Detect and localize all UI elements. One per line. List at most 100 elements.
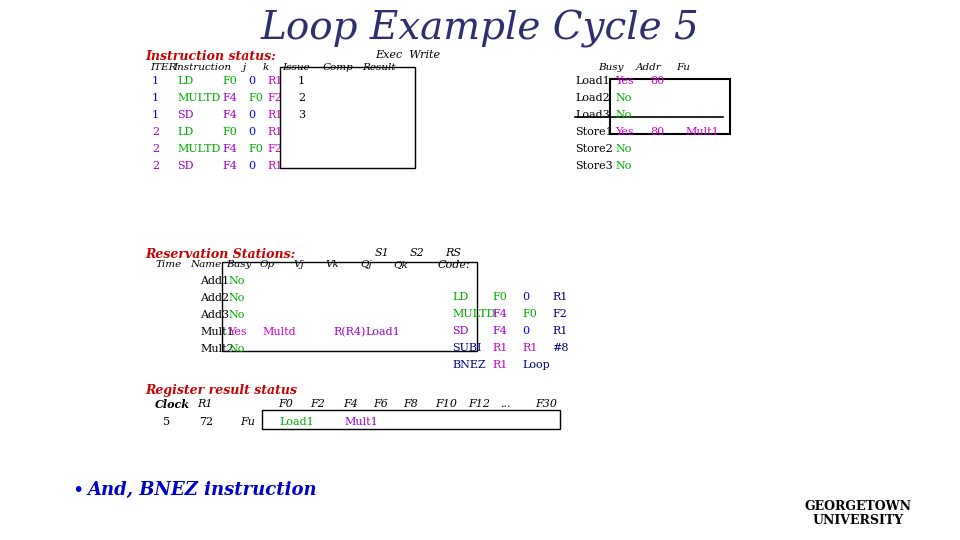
Text: Load3: Load3 <box>575 110 610 120</box>
Text: S2: S2 <box>410 248 424 258</box>
Text: F4: F4 <box>222 144 237 154</box>
Text: Store1: Store1 <box>575 127 612 137</box>
Text: Busy: Busy <box>598 63 623 72</box>
Text: No: No <box>228 293 245 303</box>
Text: F0: F0 <box>522 309 537 319</box>
Text: Loop: Loop <box>522 360 550 370</box>
Text: Fu: Fu <box>240 417 254 427</box>
Text: R1: R1 <box>522 343 538 353</box>
Text: Loop Example Cycle 5: Loop Example Cycle 5 <box>260 10 700 48</box>
Text: R1: R1 <box>492 343 508 353</box>
Text: 1: 1 <box>298 76 305 86</box>
Text: R1: R1 <box>267 127 282 137</box>
Text: And, BNEZ instruction: And, BNEZ instruction <box>87 481 317 499</box>
Text: F0: F0 <box>492 292 507 302</box>
Text: R1: R1 <box>552 326 567 336</box>
Text: 2: 2 <box>152 144 159 154</box>
Text: Issue: Issue <box>282 63 310 72</box>
Text: Mult1: Mult1 <box>685 127 719 137</box>
Bar <box>280 67 415 168</box>
Text: No: No <box>228 310 245 320</box>
Text: k: k <box>263 63 269 72</box>
Text: Store3: Store3 <box>575 161 612 171</box>
Text: Code:: Code: <box>438 260 470 270</box>
Text: Load1: Load1 <box>365 327 399 337</box>
Text: 1: 1 <box>152 76 159 86</box>
Text: Qj: Qj <box>360 260 372 269</box>
Text: MULTD: MULTD <box>177 93 221 103</box>
Text: Op: Op <box>260 260 276 269</box>
Text: No: No <box>228 344 245 354</box>
Text: SUBI: SUBI <box>452 343 482 353</box>
Text: 0: 0 <box>522 326 529 336</box>
Text: F8: F8 <box>403 399 418 409</box>
Text: 0: 0 <box>522 292 529 302</box>
Text: Comp: Comp <box>323 63 353 72</box>
Text: 1: 1 <box>152 110 159 120</box>
Text: SD: SD <box>177 110 194 120</box>
Text: F6: F6 <box>373 399 388 409</box>
Text: F0: F0 <box>248 93 263 103</box>
Text: 2: 2 <box>298 93 305 103</box>
Text: Result: Result <box>362 63 396 72</box>
Text: 80: 80 <box>650 76 664 86</box>
Text: F0: F0 <box>222 76 237 86</box>
Text: 0: 0 <box>248 161 255 171</box>
Text: Yes: Yes <box>615 76 634 86</box>
Text: Instruction status:: Instruction status: <box>145 50 276 63</box>
Text: No: No <box>615 144 632 154</box>
Text: ITER: ITER <box>150 63 177 72</box>
Text: S1: S1 <box>375 248 390 258</box>
Bar <box>610 79 730 134</box>
Text: MULTD: MULTD <box>452 309 495 319</box>
Text: F4: F4 <box>222 161 237 171</box>
Text: R1: R1 <box>267 76 282 86</box>
Text: No: No <box>615 110 632 120</box>
Text: Time: Time <box>155 260 181 269</box>
Text: SD: SD <box>177 161 194 171</box>
Text: RS: RS <box>445 248 461 258</box>
Bar <box>262 410 560 429</box>
Text: F4: F4 <box>492 309 507 319</box>
Text: F0: F0 <box>278 399 293 409</box>
Text: Mult2: Mult2 <box>200 344 233 354</box>
Text: R1: R1 <box>492 360 508 370</box>
Text: Fu: Fu <box>676 63 690 72</box>
Text: Load2: Load2 <box>575 93 610 103</box>
Text: 1: 1 <box>152 93 159 103</box>
Text: Vj: Vj <box>293 260 303 269</box>
Text: SD: SD <box>452 326 468 336</box>
Text: F2: F2 <box>267 144 282 154</box>
Text: Reservation Stations:: Reservation Stations: <box>145 248 296 261</box>
Text: 2: 2 <box>152 127 159 137</box>
Text: F4: F4 <box>222 110 237 120</box>
Text: Clock: Clock <box>155 399 190 410</box>
Text: R1: R1 <box>552 292 567 302</box>
Text: Mult1: Mult1 <box>344 417 377 427</box>
Text: F4: F4 <box>222 93 237 103</box>
Text: Multd: Multd <box>262 327 296 337</box>
Text: F30: F30 <box>535 399 557 409</box>
Text: R1: R1 <box>267 161 282 171</box>
Text: Qk: Qk <box>393 260 408 269</box>
Text: F10: F10 <box>435 399 457 409</box>
Text: Add3: Add3 <box>200 310 229 320</box>
Text: 0: 0 <box>248 127 255 137</box>
Text: R1: R1 <box>267 110 282 120</box>
Text: 80: 80 <box>650 127 664 137</box>
Text: GEORGETOWN: GEORGETOWN <box>804 500 911 512</box>
Text: Name: Name <box>190 260 221 269</box>
Bar <box>222 262 477 351</box>
Text: 0: 0 <box>248 110 255 120</box>
Text: •: • <box>72 481 84 500</box>
Text: 3: 3 <box>298 110 305 120</box>
Text: F0: F0 <box>222 127 237 137</box>
Text: LD: LD <box>177 76 193 86</box>
Text: F2: F2 <box>552 309 566 319</box>
Text: F4: F4 <box>492 326 507 336</box>
Text: Yes: Yes <box>615 127 634 137</box>
Text: F4: F4 <box>343 399 358 409</box>
Text: MULTD: MULTD <box>177 144 221 154</box>
Text: 2: 2 <box>152 161 159 171</box>
Text: LD: LD <box>452 292 468 302</box>
